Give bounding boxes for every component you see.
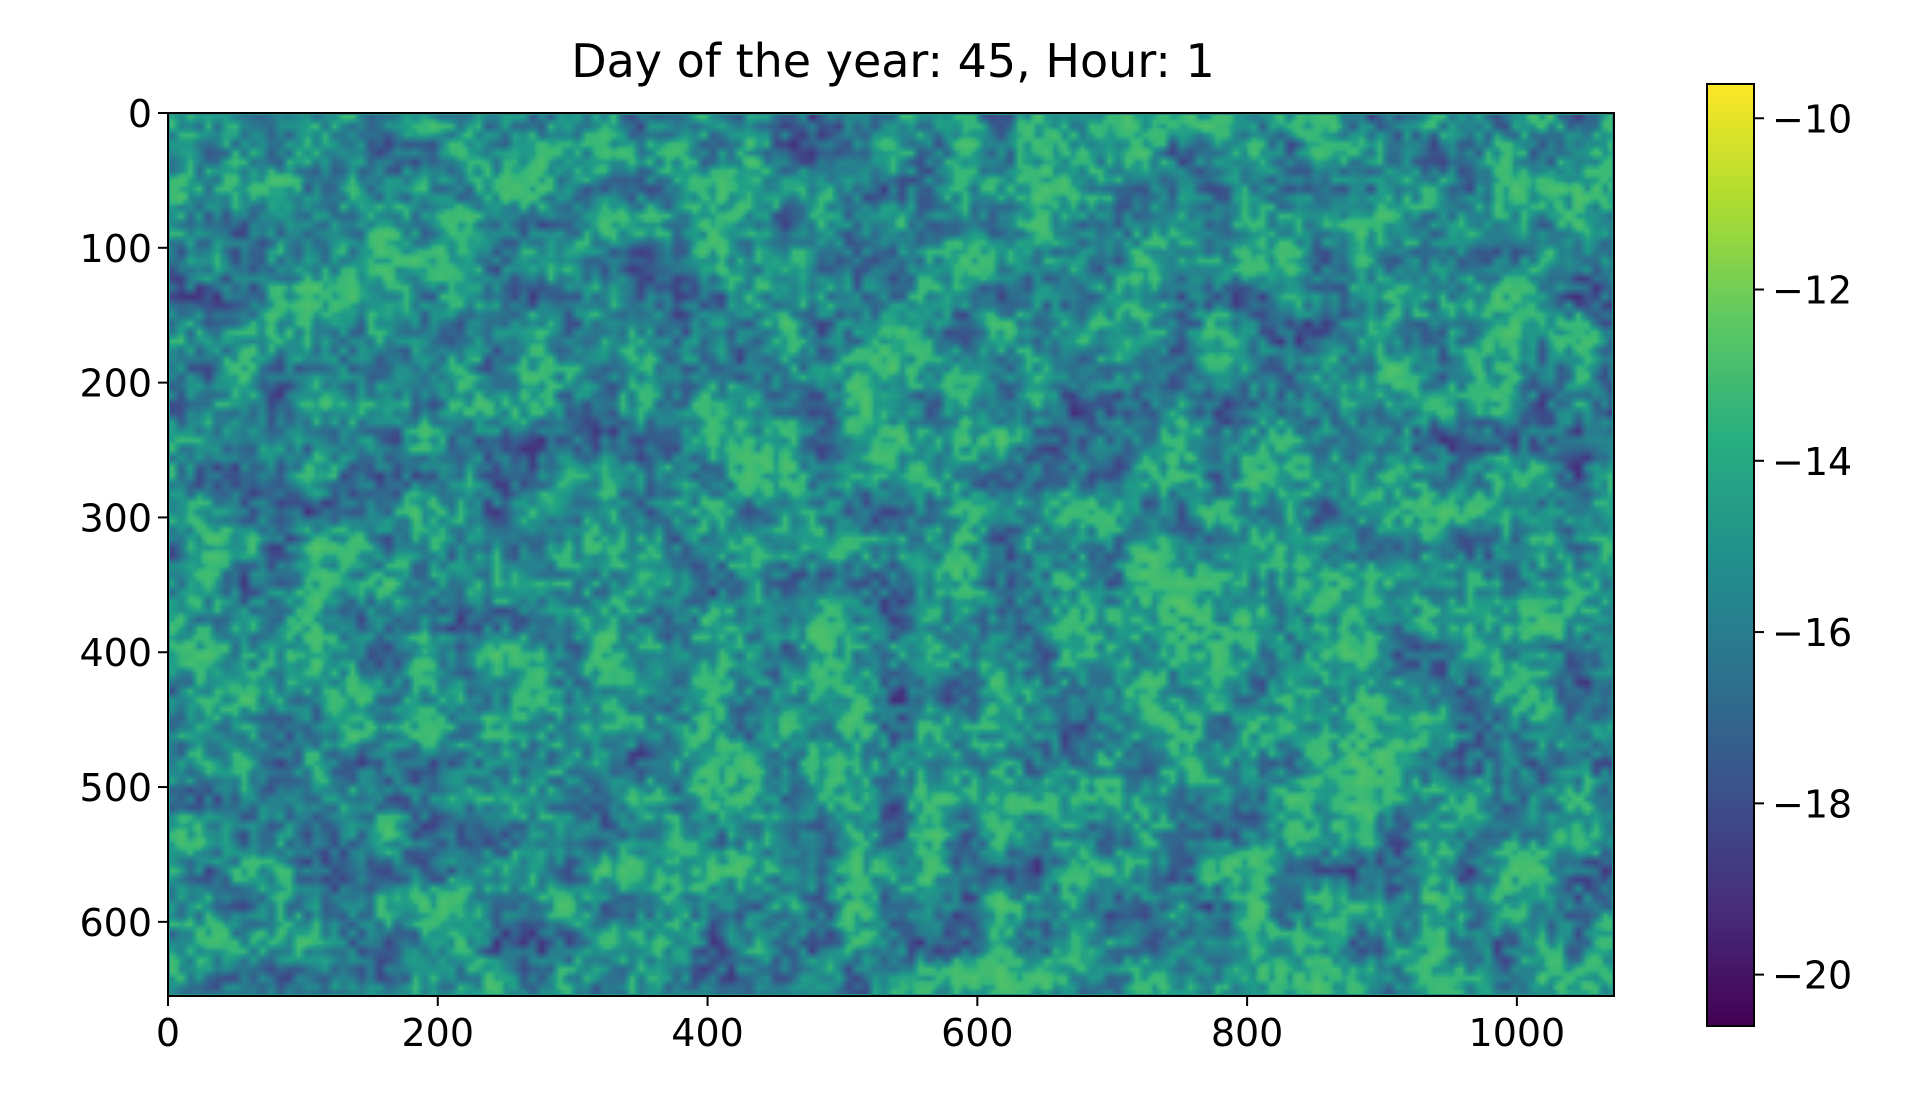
y-tick-label: 200 xyxy=(79,362,152,406)
x-tick-label: 1000 xyxy=(1469,1011,1566,1055)
colorbar-tick-label: −14 xyxy=(1772,440,1852,484)
x-tick-label: 0 xyxy=(156,1011,180,1055)
x-tick-label: 400 xyxy=(671,1011,744,1055)
y-axis: 0 100 200 300 400 500 600 xyxy=(79,92,168,945)
y-tick-label: 100 xyxy=(79,227,152,271)
plot-area-frame xyxy=(167,112,1615,997)
y-tick-label: 600 xyxy=(79,901,152,945)
colorbar-tick-label: −16 xyxy=(1772,611,1852,655)
heatmap-raster xyxy=(170,115,1612,994)
colorbar-tick-label: −12 xyxy=(1772,269,1852,313)
y-tick-label: 400 xyxy=(79,631,152,675)
colorbar-tick-label: −18 xyxy=(1772,782,1852,826)
colorbar-tick-label: −10 xyxy=(1772,97,1852,141)
y-tick-label: 300 xyxy=(79,496,152,540)
heatmap-image xyxy=(168,113,1614,996)
x-axis: 0 200 400 600 800 1000 xyxy=(156,996,1565,1055)
y-tick-label: 500 xyxy=(79,766,152,810)
colorbar-axis: −10 −12 −14 −16 −18 −20 xyxy=(1754,97,1852,998)
x-tick-label: 800 xyxy=(1211,1011,1284,1055)
x-tick-label: 200 xyxy=(402,1011,475,1055)
y-tick-label: 0 xyxy=(128,92,152,136)
colorbar xyxy=(1706,83,1755,1027)
x-tick-label: 600 xyxy=(941,1011,1014,1055)
colorbar-tick-label: −20 xyxy=(1772,954,1852,998)
chart-title: Day of the year: 45, Hour: 1 xyxy=(571,34,1215,88)
